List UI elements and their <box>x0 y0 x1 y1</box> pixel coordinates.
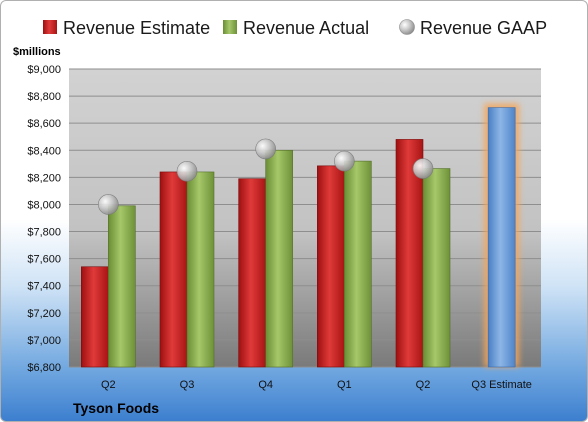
point-revenue-gaap <box>412 158 434 179</box>
y-tick-label: $8,600 <box>27 118 61 130</box>
legend-swatch-gaap <box>399 19 415 35</box>
bars <box>81 103 520 368</box>
x-category-label: Q1 <box>337 379 352 391</box>
x-axis-categories: Q2 Q3 Q4 Q1 Q2 Q3 Estimate <box>101 379 532 391</box>
y-tick-label: $7,200 <box>27 308 61 320</box>
bar-revenue-estimate <box>81 266 109 368</box>
point-revenue-gaap <box>176 160 198 182</box>
y-tick-label: $8,000 <box>27 199 61 211</box>
bar-revenue-actual <box>186 171 215 368</box>
x-category-label: Q3 <box>180 379 195 391</box>
bar-revenue-actual <box>265 149 293 368</box>
y-tick-label: $9,000 <box>27 64 61 76</box>
bar-revenue-estimate <box>317 165 345 368</box>
y-tick-label: $6,800 <box>27 362 61 374</box>
y-tick-label: $7,400 <box>27 281 61 293</box>
bar-revenue-actual <box>108 205 136 368</box>
x-category-label: Q3 Estimate <box>471 379 532 391</box>
company-name: Tyson Foods <box>73 400 159 416</box>
plot-area <box>69 69 541 367</box>
y-tick-label: $7,000 <box>27 335 61 347</box>
legend-swatch-actual <box>223 20 237 34</box>
bar-revenue-actual <box>422 168 451 368</box>
legend-label-gaap: Revenue GAAP <box>420 18 547 38</box>
y-tick-label: $8,800 <box>27 91 61 103</box>
gaap-points <box>98 138 434 215</box>
bar-revenue-estimate-upcoming <box>487 107 516 368</box>
y-tick-label: $7,600 <box>27 254 61 266</box>
legend-swatch-estimate <box>43 20 57 34</box>
x-category-label: Q2 <box>101 379 116 391</box>
y-axis-ticks: $6,800 $7,000 $7,200 $7,400 $7,600 $7,800 $8,0… <box>27 64 61 374</box>
x-category-label: Q4 <box>258 379 273 391</box>
y-tick-label: $8,400 <box>27 145 61 157</box>
legend-label-actual: Revenue Actual <box>243 18 369 38</box>
bar-revenue-estimate <box>395 139 424 368</box>
point-revenue-gaap <box>255 138 276 160</box>
x-category-label: Q2 <box>416 379 431 391</box>
legend-label-estimate: Revenue Estimate <box>63 18 210 38</box>
point-revenue-gaap <box>98 194 119 215</box>
gridlines <box>69 68 541 368</box>
point-revenue-gaap <box>334 150 355 172</box>
y-tick-label: $8,200 <box>27 172 61 184</box>
bar-revenue-estimate <box>238 178 266 368</box>
legend: Revenue Estimate Revenue Actual Revenue … <box>43 18 547 38</box>
bar-revenue-estimate <box>159 171 188 368</box>
y-tick-label: $7,800 <box>27 227 61 239</box>
y-axis-unit-label: $millions <box>13 46 61 58</box>
bar-revenue-actual <box>344 160 372 368</box>
